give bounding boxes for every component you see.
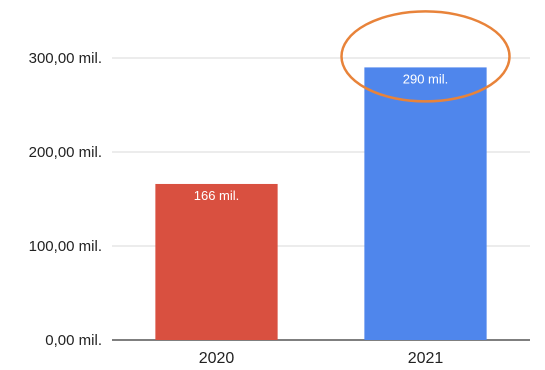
bar-2020 [155,183,278,340]
bar-2021 [364,67,487,341]
y-tick-label: 300,00 mil. [29,50,102,67]
y-tick-label: 0,00 mil. [45,332,102,349]
y-tick-label: 200,00 mil. [29,144,102,161]
bars [155,67,487,341]
x-axis-categories: 2020 2021 [199,350,444,367]
data-label-2021: 290 mil. [403,71,449,86]
highlight-ellipse [340,10,511,103]
data-label-2020: 166 mil. [194,188,240,203]
y-tick-label: 100,00 mil. [29,238,102,255]
x-category-2020: 2020 [199,350,235,367]
y-axis-ticks: 0,00 mil. 100,00 mil. 200,00 mil. 300,00 mi… [29,50,102,349]
data-labels: 166 mil. 290 mil. [194,71,449,203]
x-category-2021: 2021 [408,350,444,367]
